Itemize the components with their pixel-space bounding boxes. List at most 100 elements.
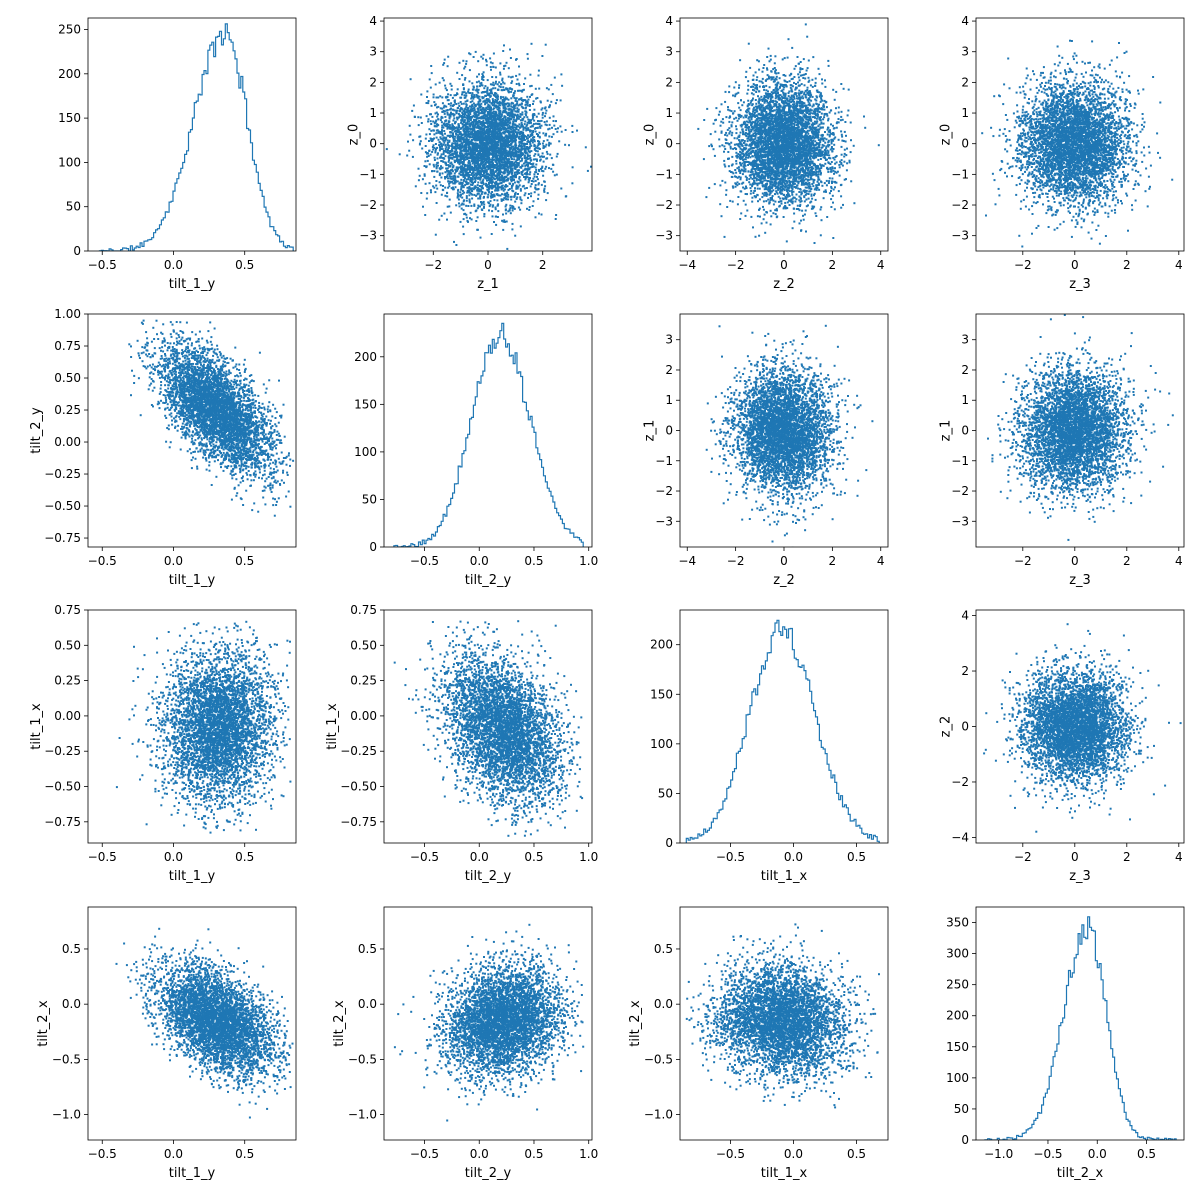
scatter-point: [526, 173, 529, 176]
scatter-point: [456, 71, 459, 74]
scatter-point: [435, 119, 438, 122]
scatter-point: [466, 166, 469, 169]
scatter-point: [512, 163, 515, 165]
scatter-point: [443, 212, 446, 215]
scatter-point: [465, 142, 467, 145]
scatter-point: [456, 93, 459, 96]
scatter-point: [504, 116, 507, 119]
scatter-point: [490, 164, 493, 166]
scatter-point: [526, 171, 528, 174]
scatter-point: [482, 206, 485, 209]
scatter-point: [497, 177, 500, 180]
scatter-point: [556, 152, 559, 155]
scatter-point: [505, 111, 508, 114]
scatter-point: [496, 204, 499, 207]
scatter-point: [539, 101, 542, 104]
scatter-point: [492, 150, 494, 153]
scatter-point: [483, 108, 485, 111]
scatter-point: [515, 139, 517, 142]
scatter-point: [451, 123, 454, 126]
scatter-point: [463, 113, 466, 116]
scatter-point: [495, 118, 497, 121]
scatter-point: [462, 149, 465, 152]
scatter-point: [511, 80, 514, 83]
scatter-point: [486, 165, 489, 167]
scatter-point: [464, 180, 467, 183]
scatter-point: [433, 156, 436, 159]
scatter-point: [476, 145, 479, 148]
scatter-point: [476, 159, 479, 162]
scatter-point: [457, 160, 460, 163]
scatter-point: [436, 162, 439, 164]
scatter-point: [507, 172, 510, 175]
scatter-point: [527, 134, 529, 137]
scatter-point: [466, 118, 469, 121]
scatter-point: [484, 139, 487, 142]
scatter-point: [492, 152, 495, 155]
scatter-point: [471, 107, 474, 110]
scatter-point: [530, 84, 533, 87]
scatter-point: [485, 128, 488, 131]
scatter-point: [518, 89, 521, 92]
scatter-point: [495, 101, 498, 104]
scatter-point: [462, 225, 465, 228]
scatter-point: [469, 217, 471, 220]
scatter-point: [548, 143, 551, 146]
scatter-point: [533, 138, 536, 141]
scatter-point: [476, 184, 479, 187]
scatter-point: [508, 125, 511, 128]
scatter-point: [449, 127, 452, 130]
scatter-point: [502, 109, 505, 112]
scatter-point: [501, 99, 504, 101]
scatter-point: [527, 118, 530, 121]
scatter-point: [435, 148, 437, 151]
scatter-point: [764, 159, 767, 162]
scatter-point: [532, 100, 535, 103]
scatter-point: [555, 214, 558, 216]
scatter-point: [486, 150, 488, 153]
scatter-point: [491, 134, 494, 137]
scatter-point: [546, 139, 549, 142]
scatter-point: [482, 112, 485, 114]
scatter-point: [497, 128, 500, 131]
scatter-point: [530, 163, 533, 165]
scatter-point: [461, 122, 464, 125]
scatter-point: [484, 162, 487, 165]
scatter-point: [455, 204, 458, 207]
scatter-point: [511, 209, 514, 212]
scatter-point: [443, 141, 446, 144]
scatter-point: [502, 189, 505, 192]
scatter-point: [818, 146, 821, 149]
scatter-point: [481, 78, 484, 81]
scatter-point: [444, 139, 446, 142]
scatter-point: [560, 73, 563, 76]
scatter-point: [503, 172, 505, 175]
scatter-point: [419, 135, 422, 138]
scatter-point: [445, 146, 448, 149]
scatter-point: [437, 164, 439, 167]
y-tick-label: 150: [58, 111, 81, 125]
scatter-point: [474, 161, 477, 164]
scatter-point: [458, 146, 460, 149]
scatter-point: [502, 161, 505, 164]
scatter-point: [504, 161, 507, 164]
scatter-point: [492, 153, 495, 156]
scatter-point: [802, 181, 805, 184]
scatter-point: [494, 170, 497, 173]
scatter-point: [478, 185, 481, 187]
scatter-point: [445, 167, 448, 170]
scatter-point: [539, 158, 542, 161]
scatter-point: [520, 149, 523, 152]
scatter-point: [471, 127, 474, 130]
scatter-point: [439, 107, 442, 110]
scatter-point: [469, 177, 472, 179]
scatter-point: [502, 107, 505, 110]
scatter-point: [461, 74, 464, 77]
scatter-point: [479, 106, 481, 108]
scatter-point: [476, 132, 478, 135]
scatter-point: [462, 59, 465, 62]
scatter-point: [451, 152, 454, 155]
scatter-point: [472, 175, 475, 178]
scatter-point: [486, 158, 489, 161]
